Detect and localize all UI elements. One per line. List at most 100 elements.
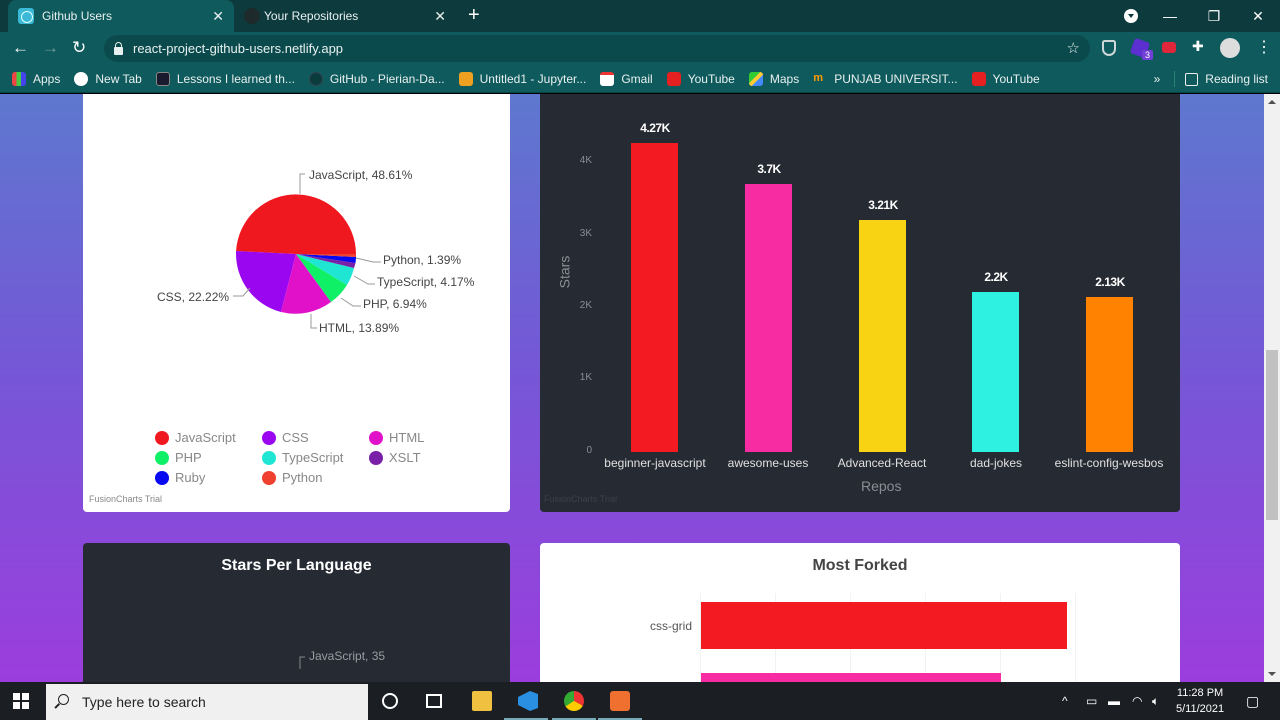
browser-toolbar: ← → ↻ react-project-github-users.netlify…	[0, 32, 1280, 65]
card-title: Stars Per Language	[221, 557, 372, 574]
video-speed-extension-icon[interactable]	[1162, 42, 1176, 53]
globe-icon	[74, 71, 89, 86]
search-icon	[58, 694, 69, 705]
bar-eslint-config-wesbos[interactable]	[1086, 297, 1133, 452]
most-forked-card: Most Forked css-grid	[540, 543, 1180, 682]
x-category-label: eslint-config-wesbos	[1054, 456, 1164, 470]
pie-label-php: PHP, 6.94%	[363, 297, 427, 311]
task-view-icon[interactable]	[426, 694, 442, 708]
shield-extension-icon[interactable]	[1102, 40, 1116, 56]
system-clock[interactable]: 11:28 PM 5/11/2021	[1176, 685, 1224, 717]
new-tab-button[interactable]: +	[468, 4, 480, 26]
scroll-up-icon[interactable]	[1268, 100, 1276, 104]
windows-start-icon[interactable]	[13, 693, 29, 709]
bookmark-new-tab[interactable]: New Tab	[74, 71, 142, 86]
scroll-down-icon[interactable]	[1268, 672, 1276, 676]
github-icon	[308, 71, 323, 86]
restore-button[interactable]: ❐	[1207, 7, 1221, 24]
battery-icon[interactable]: ▬	[1108, 694, 1120, 708]
legend-item-python[interactable]: Python	[262, 470, 369, 485]
bookmark-gmail[interactable]: Gmail	[600, 71, 653, 86]
extensions-puzzle-icon[interactable]: ✚	[1192, 38, 1204, 54]
legend-item-typescript[interactable]: TypeScript	[262, 450, 369, 465]
menu-kebab-icon[interactable]: ⋮	[1256, 39, 1272, 56]
search-placeholder: Type here to search	[82, 694, 206, 710]
bookmark-apps[interactable]: Apps	[12, 71, 60, 86]
minimize-button[interactable]: —	[1163, 8, 1177, 24]
bookmark-maps[interactable]: Maps	[748, 71, 799, 86]
chrome-icon[interactable]	[564, 691, 584, 711]
legend-item-ruby[interactable]: Ruby	[155, 470, 262, 485]
react-favicon-icon	[18, 8, 34, 24]
legend-dot	[369, 450, 383, 465]
legend-item-xslt[interactable]: XSLT	[369, 450, 445, 465]
languages-pie-chart	[233, 173, 381, 329]
bar-value-label: 2.13K	[1095, 275, 1125, 289]
x-category-label: dad-jokes	[969, 456, 1023, 470]
tab-your-repositories[interactable]: Your Repositories ✕	[236, 0, 456, 32]
legend-item-css[interactable]: CSS	[262, 430, 369, 445]
tab-github-users[interactable]: Github Users ✕	[8, 0, 234, 32]
bar-css-grid[interactable]	[701, 602, 1067, 649]
active-indicator	[598, 718, 642, 720]
bookmark-youtube-2[interactable]: YouTube	[971, 71, 1040, 86]
forward-button[interactable]: →	[42, 38, 59, 57]
x-category-label: beginner-javascript	[604, 456, 706, 470]
bookmark-github-pierian[interactable]: GitHub - Pierian-Da...	[308, 71, 445, 86]
card-title: Most Forked	[812, 557, 908, 574]
languages-card: JavaScript, 48.61% Python, 1.39% TypeScr…	[83, 94, 510, 512]
pie-label-python: Python, 1.39%	[383, 253, 462, 267]
bookmark-youtube-1[interactable]: YouTube	[666, 71, 735, 86]
tab-strip: Github Users ✕ Your Repositories ✕ + — ❐…	[0, 0, 1280, 32]
page-scrollbar[interactable]	[1264, 94, 1280, 682]
legend-dot	[155, 470, 169, 485]
close-window-button[interactable]: ✕	[1252, 7, 1264, 24]
pie-label-javascript: JavaScript, 35	[309, 649, 386, 663]
back-button[interactable]: ←	[12, 38, 29, 57]
bookmarks-overflow-button[interactable]: »	[1153, 72, 1161, 86]
bookmark-lessons[interactable]: Lessons I learned th...	[155, 71, 295, 86]
legend-item-javascript[interactable]: JavaScript	[155, 430, 262, 445]
reload-button[interactable]: ↻	[72, 38, 87, 57]
bookmark-punjab-university[interactable]: m PUNJAB UNIVERSIT...	[813, 71, 958, 86]
address-bar[interactable]: react-project-github-users.netlify.app ☆	[104, 35, 1090, 62]
legend-dot	[262, 450, 276, 465]
file-explorer-icon[interactable]	[472, 691, 492, 711]
profile-avatar[interactable]	[1220, 38, 1240, 58]
url-text: react-project-github-users.netlify.app	[133, 41, 344, 56]
wifi-icon[interactable]: ◠	[1132, 694, 1143, 708]
stars-pie-chart	[299, 656, 305, 669]
meet-now-icon[interactable]: ▭	[1086, 694, 1098, 708]
pie-label-typescript: TypeScript, 4.17%	[377, 275, 475, 289]
tab-label: Your Repositories	[264, 9, 359, 23]
notifications-icon[interactable]: ▢	[1246, 692, 1260, 709]
bar-advanced-react[interactable]	[859, 220, 906, 452]
tab-search-icon[interactable]	[1124, 9, 1138, 23]
pie-label-html: HTML, 13.89%	[319, 321, 400, 335]
bookmark-jupyter[interactable]: Untitled1 - Jupyter...	[458, 71, 586, 86]
cortana-icon[interactable]	[382, 693, 398, 709]
legend-item-html[interactable]: HTML	[369, 430, 445, 445]
y-tick-2k: 2K	[579, 300, 592, 311]
close-tab-icon[interactable]: ✕	[212, 7, 224, 24]
moodle-icon: m	[813, 71, 823, 84]
bar-beginner-javascript[interactable]	[631, 143, 678, 452]
extension-badge: 3	[1142, 50, 1154, 60]
bar-dad-jokes[interactable]	[972, 292, 1019, 452]
reading-list-icon	[1185, 72, 1199, 86]
bookmark-star-icon[interactable]: ☆	[1066, 40, 1080, 57]
volume-icon[interactable]: 🔈︎	[1152, 693, 1160, 708]
scrollbar-thumb[interactable]	[1266, 350, 1278, 520]
bar-second-repo[interactable]	[701, 673, 1001, 682]
bar-value-label: 3.21K	[868, 198, 898, 212]
screen-recorder-icon[interactable]	[610, 691, 630, 711]
reading-list-button[interactable]: Reading list	[1205, 72, 1268, 86]
vscode-icon[interactable]	[518, 691, 538, 711]
close-tab-icon[interactable]: ✕	[434, 7, 446, 24]
stars-per-language-card: Stars Per Language JavaScript, 35	[83, 543, 510, 682]
taskbar-search-input[interactable]: Type here to search	[46, 684, 368, 720]
lock-icon	[114, 41, 123, 55]
legend-item-php[interactable]: PHP	[155, 450, 262, 465]
show-hidden-icons[interactable]: ^	[1062, 694, 1068, 708]
bar-awesome-uses[interactable]	[745, 184, 792, 452]
